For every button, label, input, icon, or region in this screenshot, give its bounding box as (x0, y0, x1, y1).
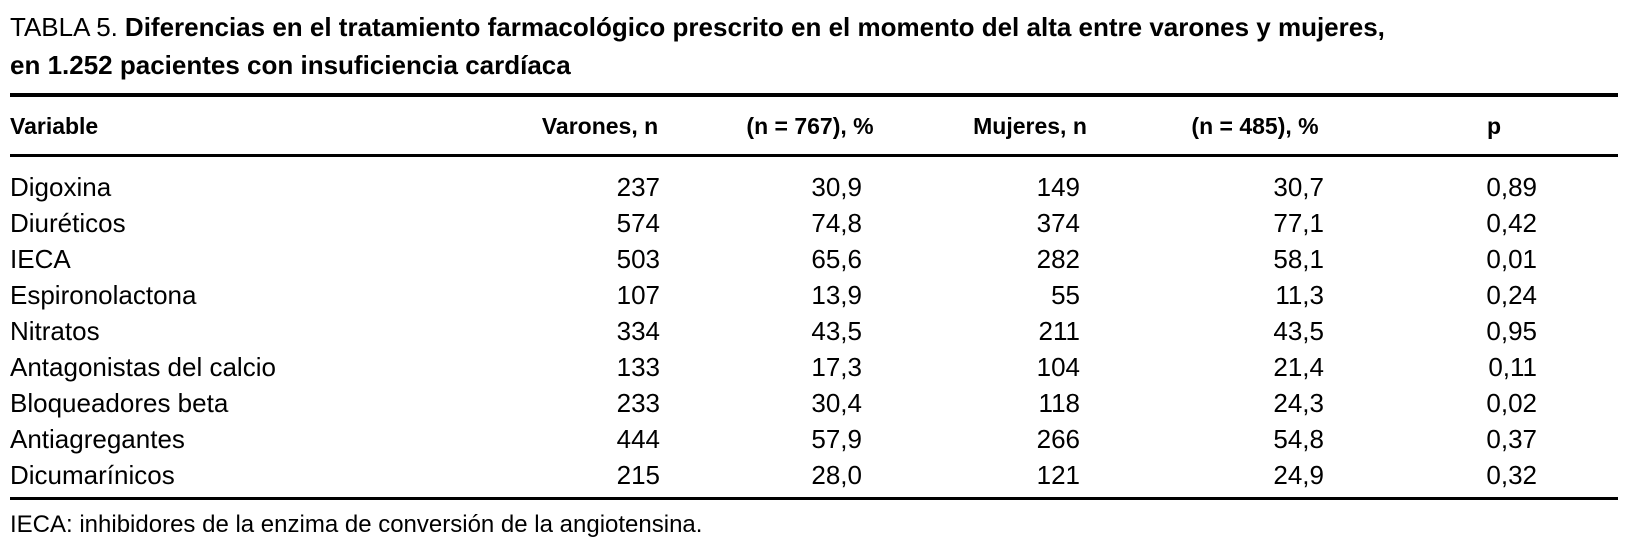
variable-cell: Nitratos (10, 315, 100, 346)
value-cell: 65,6 (811, 243, 862, 274)
caption-line-1: TABLA 5. Diferencias en el tratamiento fa… (10, 8, 1618, 46)
value-cell: 13,9 (811, 279, 862, 310)
value-cell: 121 (1036, 459, 1080, 490)
value-cell: 118 (1038, 387, 1080, 418)
value-cell: 444 (616, 423, 660, 454)
table-row: Diuréticos 574 74,8 374 77,1 0,42 (10, 205, 1618, 241)
value-cell: 0,01 (1486, 243, 1537, 274)
value-cell: 574 (616, 207, 660, 238)
value-cell: 43,5 (1273, 315, 1324, 346)
value-cell: 211 (1038, 315, 1080, 346)
table-caption: TABLA 5. Diferencias en el tratamiento fa… (10, 8, 1618, 84)
variable-cell: Bloqueadores beta (10, 387, 229, 418)
variable-cell: Dicumarínicos (10, 459, 175, 490)
column-header-varones-pct: (n = 767), % (746, 113, 874, 139)
table-row: Digoxina 237 30,9 149 30,7 0,89 (10, 156, 1618, 206)
column-header-mujeres-n: Mujeres, n (973, 113, 1087, 139)
table-row: Espironolactona 107 13,9 55 11,3 0,24 (10, 277, 1618, 313)
column-header-varones-n: Varones, n (541, 113, 659, 139)
value-cell: 0,89 (1486, 171, 1537, 202)
value-cell: 21,4 (1273, 351, 1324, 382)
table-row: Antiagregantes 444 57,9 266 54,8 0,37 (10, 421, 1618, 457)
variable-cell: Antagonistas del calcio (10, 351, 276, 382)
caption-table-number: TABLA 5. (10, 12, 118, 42)
variable-cell: Diuréticos (10, 207, 126, 238)
value-cell: 233 (616, 387, 660, 418)
value-cell: 133 (616, 351, 660, 382)
table-row: Dicumarínicos 215 28,0 121 24,9 0,32 (10, 457, 1618, 499)
value-cell: 55 (1051, 279, 1080, 310)
value-cell: 43,5 (811, 315, 862, 346)
value-cell: 0,95 (1486, 315, 1537, 346)
variable-cell: Digoxina (10, 171, 112, 202)
value-cell: 24,3 (1273, 387, 1324, 418)
table-footnote: IECA: inhibidores de la enzima de conver… (10, 511, 703, 538)
value-cell: 215 (616, 459, 660, 490)
value-cell: 104 (1036, 351, 1080, 382)
value-cell: 149 (1036, 171, 1080, 202)
value-cell: 334 (616, 315, 660, 346)
value-cell: 28,0 (811, 459, 862, 490)
variable-cell: IECA (10, 243, 71, 274)
table-body: Digoxina 237 30,9 149 30,7 0,89 Diuréticos 574 7… (10, 156, 1618, 499)
value-cell: 58,1 (1273, 243, 1324, 274)
value-cell: 54,8 (1273, 423, 1324, 454)
column-header-mujeres-pct: (n = 485), % (1191, 113, 1319, 139)
value-cell: 374 (1036, 207, 1080, 238)
value-cell: 0,11 (1488, 351, 1537, 382)
value-cell: 74,8 (811, 207, 862, 238)
variable-cell: Espironolactona (10, 279, 197, 310)
caption-title-part-2: en 1.252 pacientes con insuficiencia car… (10, 50, 571, 80)
table-header: Variable Varones, n (n = 767), % Mujeres… (10, 95, 1618, 156)
variable-cell: Antiagregantes (10, 423, 185, 454)
column-header-p: p (1486, 113, 1502, 139)
column-header-variable: Variable (10, 113, 99, 139)
value-cell: 57,9 (811, 423, 862, 454)
value-cell: 237 (616, 171, 660, 202)
value-cell: 0,37 (1486, 423, 1537, 454)
pharmacological-treatment-table: Variable Varones, n (n = 767), % Mujeres… (10, 93, 1618, 500)
value-cell: 282 (1036, 243, 1080, 274)
value-cell: 0,24 (1486, 279, 1537, 310)
value-cell: 30,4 (811, 387, 862, 418)
value-cell: 503 (616, 243, 660, 274)
table-row: Antagonistas del calcio 133 17,3 104 21,4 0,1… (10, 349, 1618, 385)
value-cell: 17,3 (811, 351, 862, 382)
value-cell: 24,9 (1273, 459, 1324, 490)
table-row: Nitratos 334 43,5 211 43,5 0,95 (10, 313, 1618, 349)
table-row: IECA 503 65,6 282 58,1 0,01 (10, 241, 1618, 277)
value-cell: 107 (616, 279, 660, 310)
value-cell: 0,02 (1486, 387, 1537, 418)
value-cell: 77,1 (1273, 207, 1324, 238)
value-cell: 0,42 (1486, 207, 1537, 238)
value-cell: 30,9 (811, 171, 862, 202)
value-cell: 11,3 (1275, 279, 1324, 310)
header-row: Variable Varones, n (n = 767), % Mujeres… (10, 95, 1618, 156)
table-row: Bloqueadores beta 233 30,4 118 24,3 0,02 (10, 385, 1618, 421)
value-cell: 30,7 (1273, 171, 1324, 202)
value-cell: 0,32 (1486, 459, 1537, 490)
caption-title-part-1: Diferencias en el tratamiento farmacológ… (124, 12, 1385, 42)
value-cell: 266 (1036, 423, 1080, 454)
